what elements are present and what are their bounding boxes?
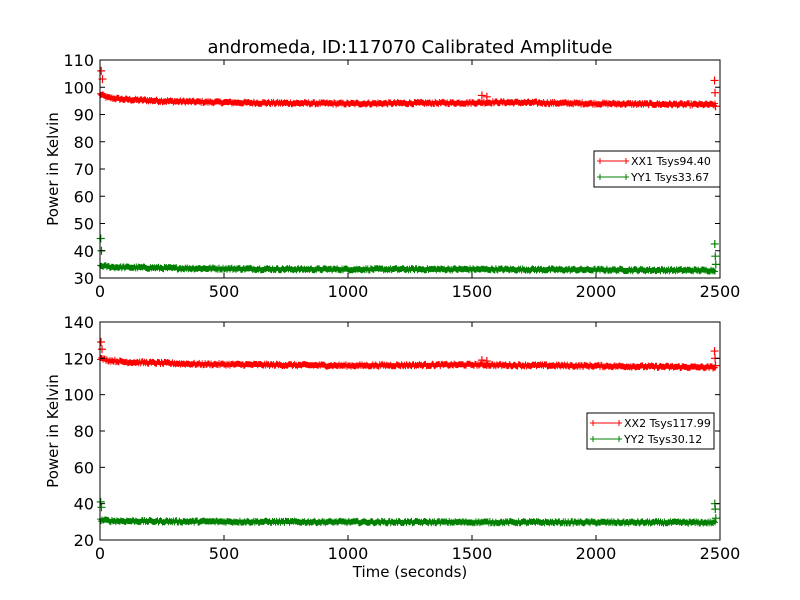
- y-tick-label: 140: [63, 313, 94, 332]
- legend-label: YY1 Tsys33.67: [630, 171, 709, 184]
- y-tick-label: 120: [63, 349, 94, 368]
- outlier-point: [710, 347, 719, 356]
- legend-marker: [590, 436, 622, 442]
- legend-item: YY2 Tsys30.12: [590, 433, 702, 446]
- outlier-point: [711, 88, 720, 97]
- y-tick-label: 80: [74, 133, 94, 152]
- y-tick-label: 40: [74, 242, 94, 261]
- series-yy1: [96, 234, 720, 275]
- outlier-point: [97, 345, 106, 354]
- x-tick-label: 2000: [576, 282, 617, 301]
- outlier-point: [97, 503, 106, 512]
- outlier-point: [96, 234, 105, 243]
- y-tick-label: 100: [63, 386, 94, 405]
- series-xx2: [96, 337, 720, 372]
- legend-marker: [597, 174, 629, 180]
- legend-marker: [590, 420, 622, 426]
- legend-box: [586, 412, 715, 450]
- x-tick-label: 0: [95, 544, 105, 563]
- series-markers: [97, 262, 718, 275]
- y-tick-label: 60: [74, 458, 94, 477]
- series-markers: [97, 516, 718, 527]
- x-tick-label: 1500: [452, 282, 493, 301]
- y-tick-label: 100: [63, 78, 94, 97]
- outlier-point: [97, 66, 106, 75]
- legend-marker: [597, 158, 629, 164]
- legend-label: XX2 Tsys117.99: [624, 417, 711, 430]
- x-tick-label: 2500: [700, 544, 741, 563]
- y-tick-label: 110: [63, 51, 94, 70]
- legend-item: XX2 Tsys117.99: [590, 417, 711, 430]
- outlier-point: [711, 514, 720, 523]
- legend-item: XX1 Tsys94.40: [597, 155, 711, 168]
- legend-label: XX1 Tsys94.40: [631, 155, 711, 168]
- outlier-point: [482, 92, 491, 101]
- x-tick-label: 0: [95, 282, 105, 301]
- y-tick-label: 50: [74, 215, 94, 234]
- x-tick-label: 1000: [328, 282, 369, 301]
- outlier-point: [711, 260, 720, 269]
- legend: XX1 Tsys94.40 YY1 Tsys33.67: [593, 150, 721, 188]
- x-axis-label: Time (seconds): [352, 563, 468, 581]
- outlier-point: [96, 497, 105, 506]
- legend-item: YY1 Tsys33.67: [597, 171, 709, 184]
- y-tick-label: 20: [74, 531, 94, 550]
- x-tick-label: 2500: [700, 282, 741, 301]
- outlier-point: [711, 252, 720, 261]
- outlier-point: [710, 239, 719, 248]
- y-tick-label: 90: [74, 106, 94, 125]
- y-axis-label: Power in Kelvin: [44, 374, 62, 488]
- subplot-top: 0 500 1000 1500 2000 2500 30 40 50 60 70 80 90 100 110…: [44, 51, 740, 301]
- series-markers: [97, 90, 718, 109]
- x-tick-label: 1500: [452, 544, 493, 563]
- x-tick-label: 500: [209, 282, 240, 301]
- outlier-point: [96, 337, 105, 346]
- outlier-point: [711, 361, 720, 370]
- y-tick-label: 80: [74, 422, 94, 441]
- figure-title: andromeda, ID:117070 Calibrated Amplitud…: [207, 37, 612, 58]
- y-tick-label: 30: [74, 269, 94, 288]
- outlier-point: [710, 76, 719, 85]
- outlier-point: [482, 357, 491, 366]
- outlier-point: [711, 102, 720, 111]
- x-tick-label: 500: [209, 544, 240, 563]
- legend: XX2 Tsys117.99 YY2 Tsys30.12: [586, 412, 715, 450]
- outlier-point: [477, 91, 486, 100]
- subplot-bottom: 0 500 1000 1500 2000 2500 20 40 60 80 100 120 140 Pow…: [44, 313, 740, 563]
- outlier-point: [477, 356, 486, 365]
- legend-label: YY2 Tsys30.12: [623, 433, 702, 446]
- x-tick-label: 2000: [576, 544, 617, 563]
- series-markers: [97, 355, 718, 372]
- x-tick-label: 1000: [328, 544, 369, 563]
- y-tick-label: 70: [74, 160, 94, 179]
- y-tick-label: 40: [74, 495, 94, 514]
- outlier-point: [711, 505, 720, 514]
- series-yy2: [96, 497, 720, 527]
- y-tick-label: 60: [74, 187, 94, 206]
- series-xx1: [97, 66, 720, 111]
- legend-box: [593, 150, 721, 188]
- y-axis-label: Power in Kelvin: [44, 112, 62, 226]
